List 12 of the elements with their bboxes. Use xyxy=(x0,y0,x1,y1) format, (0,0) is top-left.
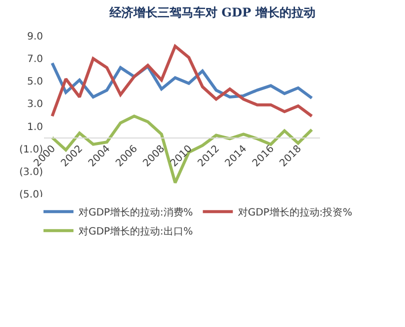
y-tick-label: 5.0 xyxy=(27,76,43,88)
y-tick-label: 1.0 xyxy=(27,122,43,133)
legend-label: 对GDP增长的拉动:消费% xyxy=(78,206,193,219)
y-tick-label: 7.0 xyxy=(27,54,43,66)
y-tick-label: (5.0) xyxy=(19,190,44,200)
legend-label: 对GDP增长的拉动:投资% xyxy=(238,206,352,219)
y-tick-label: 3.0 xyxy=(27,99,43,110)
line-series xyxy=(50,44,314,118)
chart-title: 经济增长三驾马车对 GDP 增长的拉动 xyxy=(108,6,316,20)
legend-label: 对GDP增长的拉动:出口% xyxy=(78,226,193,238)
y-tick-label: 9.0 xyxy=(27,32,43,42)
y-tick-label: (3.0) xyxy=(19,166,44,178)
